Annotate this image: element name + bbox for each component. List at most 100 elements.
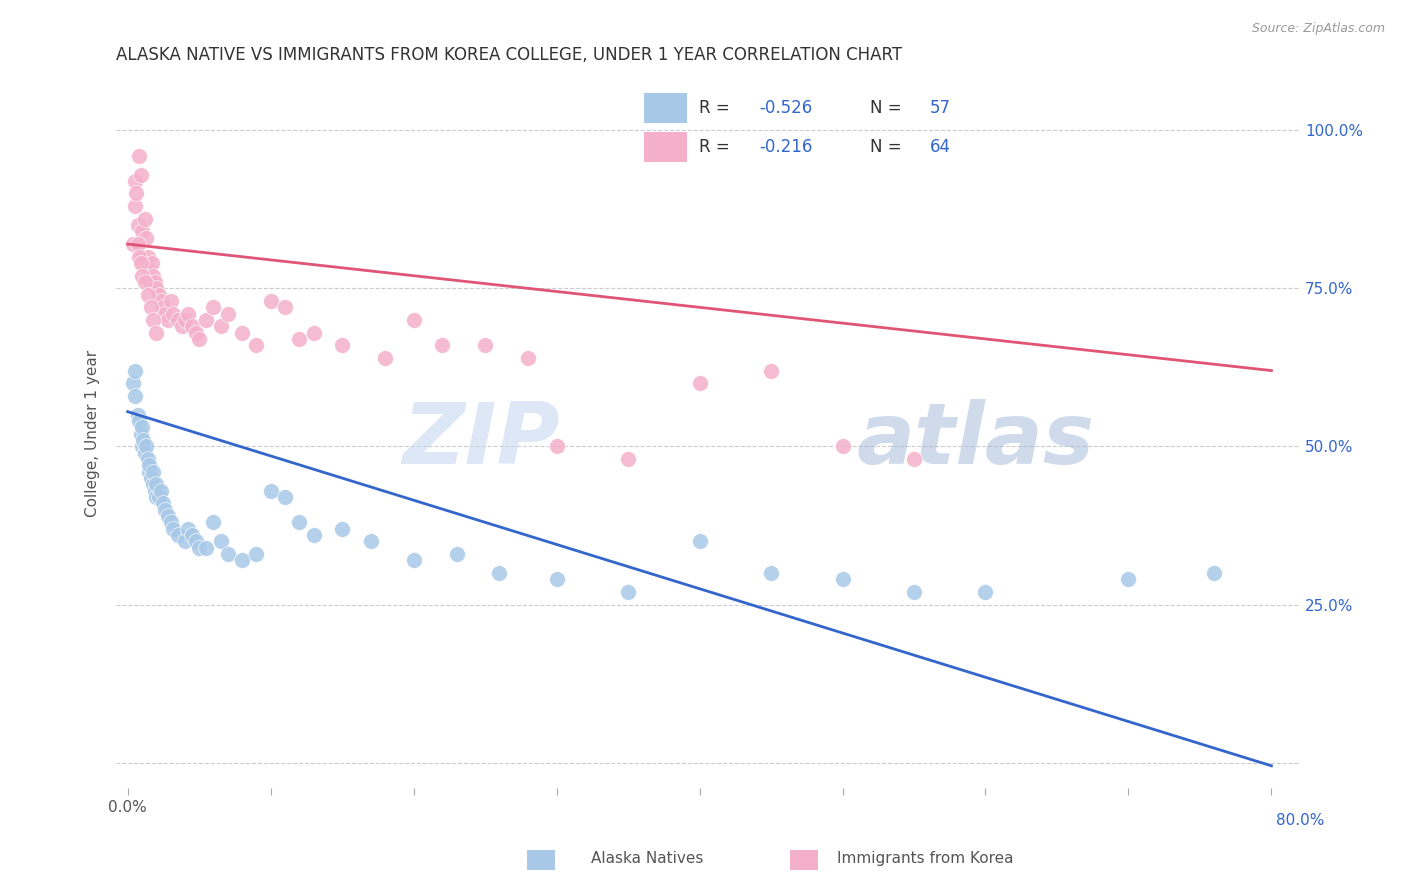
Point (148, 490, 170, 504)
Point (148, 287, 170, 301)
Point (330, 522, 353, 536)
Point (181, 528, 204, 542)
Point (245, 338, 267, 352)
Point (135, 440, 157, 454)
Text: Alaska Natives: Alaska Natives (591, 851, 703, 865)
Point (143, 275, 166, 289)
Point (145, 326, 167, 340)
Point (128, 250, 150, 264)
Point (831, 572, 853, 586)
Point (446, 547, 468, 561)
Point (202, 516, 225, 530)
Point (128, 148, 150, 162)
Point (132, 433, 155, 447)
Point (617, 585, 640, 599)
Point (152, 496, 174, 510)
Point (474, 338, 496, 352)
Point (136, 287, 159, 301)
Text: ZIP: ZIP (402, 400, 560, 483)
Point (131, 420, 153, 434)
Point (181, 319, 204, 334)
Point (122, 376, 145, 391)
Point (131, 440, 153, 454)
Point (159, 516, 181, 530)
Point (142, 268, 165, 283)
Point (1118, 572, 1140, 586)
Point (360, 534, 382, 549)
Point (138, 465, 160, 479)
Point (139, 471, 162, 485)
Point (274, 301, 297, 315)
Point (186, 534, 208, 549)
Point (152, 301, 174, 315)
Point (138, 262, 160, 277)
Point (124, 199, 146, 213)
Point (188, 541, 211, 555)
Point (188, 332, 211, 346)
Point (134, 446, 156, 460)
Point (186, 326, 208, 340)
Text: Source: ZipAtlas.com: Source: ZipAtlas.com (1251, 22, 1385, 36)
Point (302, 528, 325, 542)
Point (759, 363, 782, 377)
Point (231, 553, 253, 567)
Point (138, 458, 160, 473)
Point (153, 502, 176, 516)
Point (402, 553, 425, 567)
Point (129, 426, 152, 441)
Point (209, 534, 232, 549)
Point (135, 231, 157, 245)
Point (174, 313, 197, 327)
Point (195, 541, 218, 555)
Point (432, 338, 454, 352)
Point (274, 490, 297, 504)
Point (131, 268, 153, 283)
Point (974, 585, 997, 599)
Point (124, 363, 146, 377)
Point (132, 256, 155, 270)
Point (903, 452, 925, 467)
Point (689, 534, 711, 549)
Point (156, 508, 179, 523)
Point (260, 483, 283, 498)
Y-axis label: College, Under 1 year: College, Under 1 year (86, 351, 100, 517)
Point (903, 585, 925, 599)
Point (831, 440, 853, 454)
Point (124, 174, 146, 188)
Point (177, 522, 200, 536)
Point (288, 516, 311, 530)
Point (127, 218, 149, 232)
Point (209, 319, 232, 334)
Point (145, 477, 167, 491)
Point (145, 490, 167, 504)
Point (488, 566, 510, 580)
Point (195, 313, 218, 327)
Point (136, 250, 159, 264)
Point (517, 351, 540, 365)
Point (162, 307, 184, 321)
Text: 80.0%: 80.0% (1275, 813, 1324, 828)
Point (166, 528, 188, 542)
Point (139, 301, 162, 315)
Point (177, 307, 200, 321)
Point (124, 389, 146, 403)
Point (759, 566, 782, 580)
Point (127, 237, 149, 252)
Text: atlas: atlas (856, 400, 1094, 483)
Point (217, 547, 239, 561)
Point (617, 452, 640, 467)
Text: Immigrants from Korea: Immigrants from Korea (837, 851, 1014, 865)
Point (689, 376, 711, 391)
Point (122, 237, 145, 252)
Point (131, 224, 153, 238)
Point (149, 483, 172, 498)
Text: ALASKA NATIVE VS IMMIGRANTS FROM KOREA COLLEGE, UNDER 1 YEAR CORRELATION CHART: ALASKA NATIVE VS IMMIGRANTS FROM KOREA C… (117, 46, 903, 64)
Point (136, 452, 159, 467)
Point (202, 301, 225, 315)
Point (546, 572, 568, 586)
Point (139, 275, 162, 289)
Point (217, 307, 239, 321)
Point (131, 250, 153, 264)
Point (125, 186, 148, 201)
Point (128, 414, 150, 428)
